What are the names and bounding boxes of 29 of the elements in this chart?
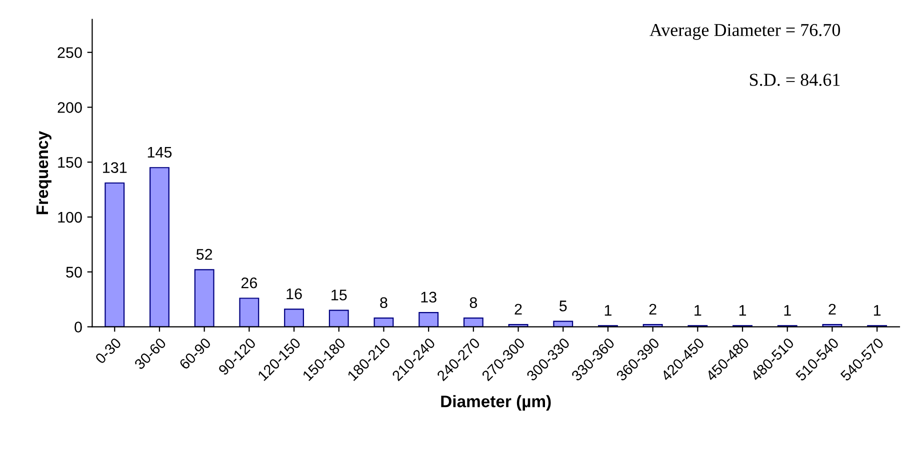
data-label: 8 — [470, 297, 478, 308]
data-label: 1 — [784, 305, 791, 316]
data-label: 131 — [103, 162, 127, 174]
data-label: 1 — [604, 305, 612, 316]
y-tick-label: 100 — [58, 212, 82, 223]
x-axis-title: Diameter (µm) — [441, 395, 551, 411]
data-label: 2 — [514, 304, 522, 314]
annotation: Average Diameter = 76.70 — [650, 24, 840, 40]
data-label: 1 — [874, 305, 881, 316]
data-label: 1 — [739, 305, 746, 316]
data-label: 2 — [649, 304, 656, 314]
data-label: 5 — [559, 300, 567, 312]
data-label: 2 — [828, 304, 836, 314]
y-tick-label: 150 — [58, 157, 82, 168]
x-tick-label: 0-30 — [94, 337, 122, 364]
data-label: 52 — [196, 248, 212, 260]
y-tick-label: 0 — [74, 322, 82, 332]
annotation: S.D. = 84.61 — [750, 74, 840, 86]
y-tick-label: 200 — [58, 102, 82, 113]
data-label: 145 — [148, 147, 172, 158]
y-axis-title: Frequency — [36, 131, 52, 214]
y-tick-label: 50 — [66, 266, 82, 278]
data-label: 13 — [421, 292, 436, 303]
data-label: 16 — [286, 288, 302, 300]
data-label: 15 — [332, 290, 347, 300]
y-tick-label: 250 — [58, 47, 82, 58]
data-label: 1 — [694, 305, 702, 316]
data-label: 8 — [380, 297, 388, 308]
data-label: 26 — [241, 277, 258, 288]
